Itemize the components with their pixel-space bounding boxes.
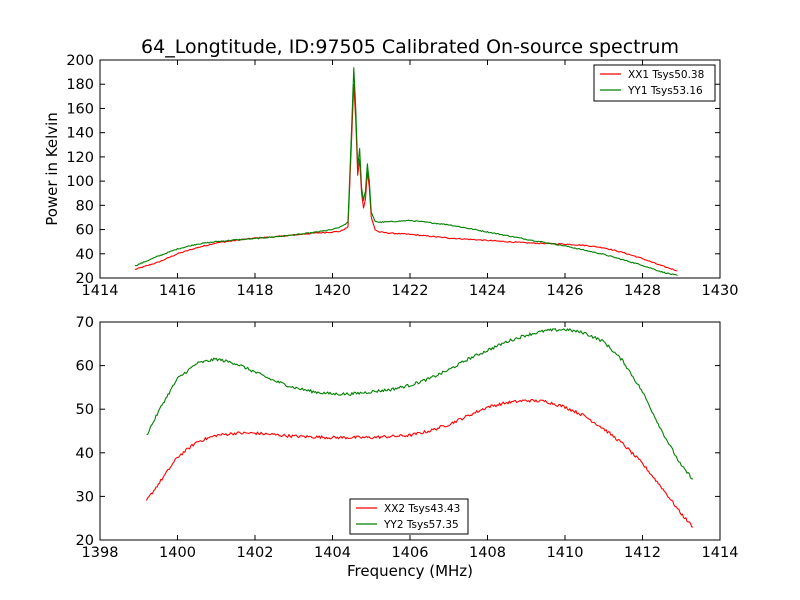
top-x-tick-label: 1422 [392, 283, 429, 299]
top-series-line-1 [134, 67, 678, 277]
top-x-tick-label: 1426 [547, 283, 584, 299]
top-x-tick-label: 1430 [702, 283, 739, 299]
top-y-tick-label: 40 [76, 247, 94, 263]
bottom-x-tick-label: 1402 [237, 545, 274, 561]
bottom-legend: XX2 Tsys43.43 YY2 Tsys57.35 [349, 498, 469, 535]
bottom-chart: 1398 1400 1402 1404 1406 1408 1410 1412 1414 20 30… [76, 315, 739, 580]
bottom-y-tick-label: 50 [76, 402, 94, 418]
top-chart-series [134, 67, 678, 277]
top-series-line-0 [134, 83, 678, 272]
top-chart: 1414 1416 1418 1420 1422 1424 1426 1428 1430 20 40… [43, 53, 738, 299]
bottom-series-line-0 [145, 398, 693, 528]
bottom-x-tick-label: 1412 [624, 545, 661, 561]
bottom-legend-box [349, 498, 469, 535]
top-y-tick-label: 180 [66, 77, 94, 93]
top-y-axis-label: Power in Kelvin [43, 112, 61, 226]
top-y-tick-label: 120 [66, 150, 94, 166]
top-y-tick-label: 140 [66, 126, 94, 142]
bottom-x-tick-label: 1408 [469, 545, 506, 561]
bottom-x-tick-label: 1400 [159, 545, 196, 561]
top-y-tick-label: 80 [76, 198, 94, 214]
top-x-tick-label: 1414 [82, 283, 119, 299]
top-x-tick-label: 1424 [469, 283, 506, 299]
top-chart-ticks: 1414 1416 1418 1420 1422 1424 1426 1428 1430 20 40… [66, 53, 738, 299]
top-legend: XX1 Tsys50.38 YY1 Tsys53.16 [593, 64, 716, 102]
top-legend-box [593, 64, 716, 102]
bottom-chart-ticks: 1398 1400 1402 1404 1406 1408 1410 1412 1414 20 30… [76, 315, 739, 561]
bottom-legend-label-yy2: YY2 Tsys57.35 [383, 519, 459, 531]
top-y-tick-label: 60 [76, 223, 94, 239]
bottom-x-tick-label: 1406 [392, 545, 429, 561]
bottom-y-tick-label: 30 [76, 489, 94, 505]
bottom-x-tick-label: 1410 [547, 545, 584, 561]
bottom-x-tick-label: 1404 [314, 545, 351, 561]
bottom-y-tick-label: 40 [76, 446, 94, 462]
bottom-series-line-1 [146, 328, 693, 480]
top-legend-label-yy1: YY1 Tsys53.16 [627, 85, 703, 97]
top-x-tick-label: 1428 [624, 283, 661, 299]
top-x-tick-label: 1420 [314, 283, 351, 299]
top-x-tick-label: 1416 [159, 283, 196, 299]
bottom-y-tick-label: 70 [76, 315, 94, 331]
bottom-legend-label-xx2: XX2 Tsys43.43 [384, 503, 460, 515]
top-x-tick-label: 1418 [237, 283, 274, 299]
bottom-chart-series [145, 328, 693, 528]
bottom-x-axis-label: Frequency (MHz) [347, 562, 473, 580]
top-y-tick-label: 100 [66, 174, 94, 190]
top-y-tick-label: 200 [66, 53, 94, 69]
bottom-y-tick-label: 20 [76, 533, 94, 549]
figure-title: 64_Longtitude, ID:97505 Calibrated On-so… [141, 36, 679, 58]
top-legend-label-xx1: XX1 Tsys50.38 [628, 69, 704, 81]
bottom-y-tick-label: 60 [76, 359, 94, 375]
top-y-tick-label: 160 [66, 101, 94, 117]
top-y-tick-label: 20 [76, 271, 94, 287]
bottom-x-tick-label: 1398 [82, 545, 119, 561]
bottom-x-tick-label: 1414 [702, 545, 739, 561]
